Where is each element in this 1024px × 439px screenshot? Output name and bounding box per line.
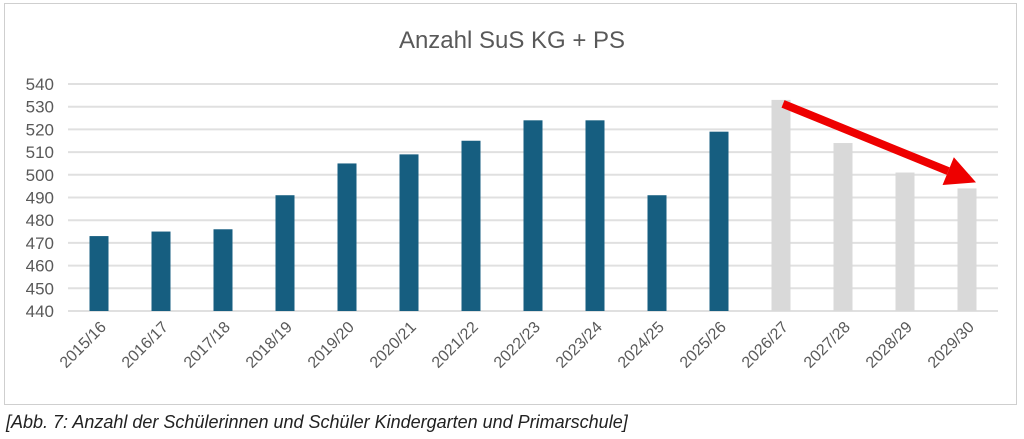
x-tick-label: 2018/19: [243, 319, 296, 372]
y-tick-label: 460: [26, 257, 54, 276]
trend-arrow-shaft: [781, 100, 950, 175]
chart-title: Anzahl SuS KG + PS: [399, 27, 625, 54]
bar-2023-24: [585, 120, 605, 311]
x-tick-label: 2025/26: [677, 319, 730, 372]
trend-arrow-head-icon: [942, 157, 976, 186]
bar-2019-20: [337, 163, 357, 311]
y-tick-label: 520: [26, 120, 54, 139]
y-tick-label: 500: [26, 166, 54, 185]
bar-2021-22: [461, 140, 481, 311]
y-tick-label: 450: [26, 279, 54, 298]
x-tick-label: 2017/18: [181, 319, 234, 372]
x-tick-label: 2016/17: [119, 319, 172, 372]
y-tick-label: 490: [26, 189, 54, 208]
bar-2020-21: [399, 154, 419, 311]
bar-2015-16: [89, 236, 109, 311]
y-tick-label: 510: [26, 143, 54, 162]
x-tick-label: 2029/30: [925, 319, 978, 372]
bar-2017-18: [213, 229, 233, 311]
bar-2027-28: [833, 143, 853, 311]
bar-2025-26: [709, 131, 729, 311]
bar-2018-19: [275, 195, 295, 311]
x-tick-label: 2023/24: [553, 319, 606, 372]
x-tick-label: 2019/20: [305, 319, 358, 372]
y-tick-label: 530: [26, 98, 54, 117]
y-tick-label: 440: [26, 302, 54, 321]
y-tick-label: 480: [26, 211, 54, 230]
x-tick-label: 2028/29: [863, 319, 916, 372]
figure-caption: [Abb. 7: Anzahl der Schülerinnen und Sch…: [6, 412, 628, 432]
bar-2029-30: [957, 188, 977, 311]
chart-frame: [4, 3, 1017, 405]
x-tick-label: 2026/27: [739, 319, 792, 372]
bar-2026-27: [771, 99, 791, 311]
x-tick-label: 2020/21: [367, 319, 420, 372]
x-tick-label: 2021/22: [429, 319, 482, 372]
bar-2028-29: [895, 172, 915, 311]
bar-2022-23: [523, 120, 543, 311]
bar-2016-17: [151, 231, 171, 311]
x-tick-label: 2027/28: [801, 319, 854, 372]
x-tick-label: 2015/16: [57, 319, 110, 372]
y-tick-label: 540: [26, 75, 54, 94]
bar-2024-25: [647, 195, 667, 311]
bar-chart: Anzahl SuS KG + PS 440 450 460 470 480 490 500…: [26, 27, 998, 372]
x-tick-label: 2024/25: [615, 319, 668, 372]
x-tick-label: 2022/23: [491, 319, 544, 372]
y-tick-label: 470: [26, 234, 54, 253]
